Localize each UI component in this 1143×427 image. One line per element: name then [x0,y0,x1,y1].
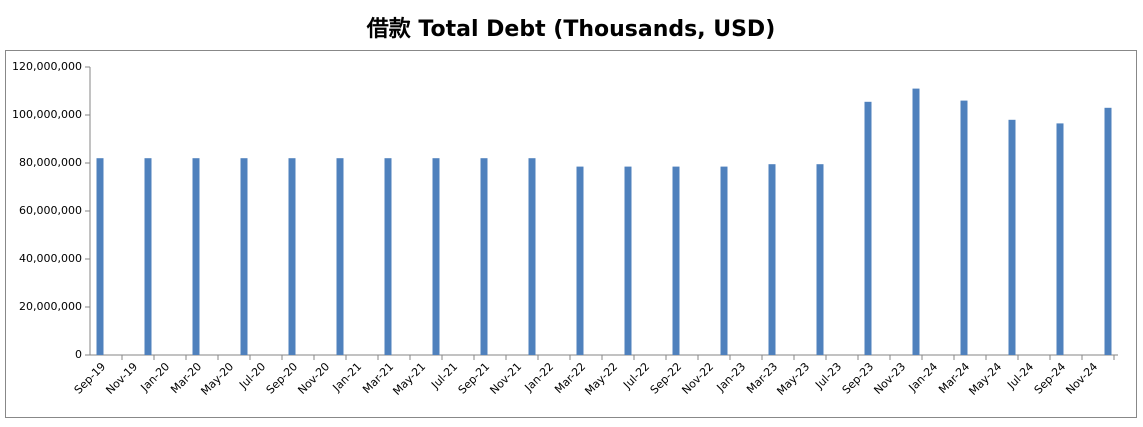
bar [912,88,920,355]
bar [864,101,872,355]
bar [1008,119,1016,355]
bar [144,158,152,355]
bar [96,158,104,355]
y-tick-label: 80,000,000 [19,156,82,169]
y-tick-label: 60,000,000 [19,204,82,217]
bar [288,158,296,355]
bar [624,166,632,355]
y-tick-label: 0 [75,348,82,361]
bar [960,100,968,355]
bar [336,158,344,355]
y-tick-label: 120,000,000 [12,60,82,73]
bar [576,166,584,355]
bar [528,158,536,355]
bar [384,158,392,355]
y-tick-label: 100,000,000 [12,108,82,121]
bar [240,158,248,355]
bar [1056,123,1064,356]
y-tick-label: 40,000,000 [19,252,82,265]
bar [192,158,200,355]
bar [672,166,680,355]
bar [768,164,776,355]
chart-title: 借款 Total Debt (Thousands, USD) [366,16,776,42]
y-tick-label: 20,000,000 [19,300,82,313]
bar [816,164,824,355]
bar [720,166,728,355]
bar [432,158,440,355]
bar [1104,107,1112,355]
bar [480,158,488,355]
